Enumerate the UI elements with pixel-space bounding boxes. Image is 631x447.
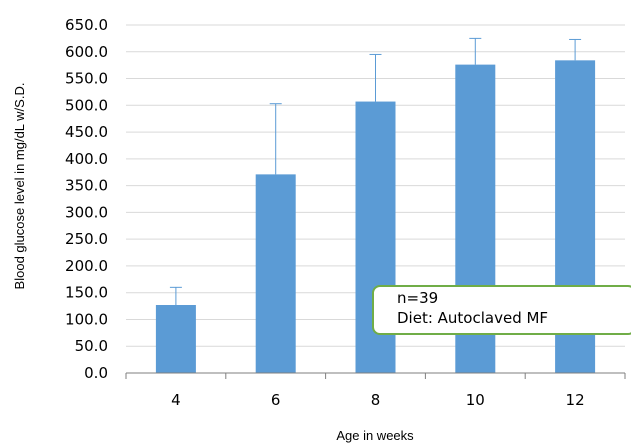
y-tick-label: 150.0 — [65, 284, 108, 302]
annotation-box: n=39 Diet: Autoclaved MF — [372, 285, 631, 335]
y-tick-label: 650.0 — [65, 16, 108, 34]
y-tick-label: 100.0 — [65, 310, 108, 328]
error-bars — [169, 37, 582, 306]
y-tick-label: 400.0 — [65, 150, 108, 168]
x-axis-title: Age in weeks — [336, 428, 414, 443]
y-tick-label: 50.0 — [75, 337, 108, 355]
y-tick-labels: 0.0 50.0 100.0 150.0 200.0 250.0 300.0 350.0 400… — [65, 16, 108, 382]
y-tick-label: 450.0 — [65, 123, 108, 141]
x-tick-label: 10 — [466, 391, 485, 409]
y-axis-title: Blood glucose level in mg/dL w/S.D. — [12, 83, 27, 290]
y-tick-label: 200.0 — [65, 257, 108, 275]
x-tick-label: 8 — [371, 391, 381, 409]
y-tick-label: 350.0 — [65, 177, 108, 195]
y-tick-label: 0.0 — [84, 364, 108, 382]
annotation-line-1: n=39 — [397, 289, 438, 307]
y-tick-label: 300.0 — [65, 203, 108, 221]
bar — [255, 174, 296, 373]
annotation-line-2: Diet: Autoclaved MF — [397, 309, 548, 327]
y-tick-label: 500.0 — [65, 96, 108, 114]
y-tick-label: 250.0 — [65, 230, 108, 248]
x-axis — [125, 372, 626, 379]
x-tick-label: 12 — [566, 391, 585, 409]
x-tick-label: 4 — [171, 391, 181, 409]
bar — [155, 305, 196, 373]
y-tick-label: 600.0 — [65, 43, 108, 61]
x-tick-label: 6 — [271, 391, 281, 409]
x-tick-labels: 4 6 8 10 12 — [171, 391, 585, 409]
y-tick-label: 550.0 — [65, 70, 108, 88]
